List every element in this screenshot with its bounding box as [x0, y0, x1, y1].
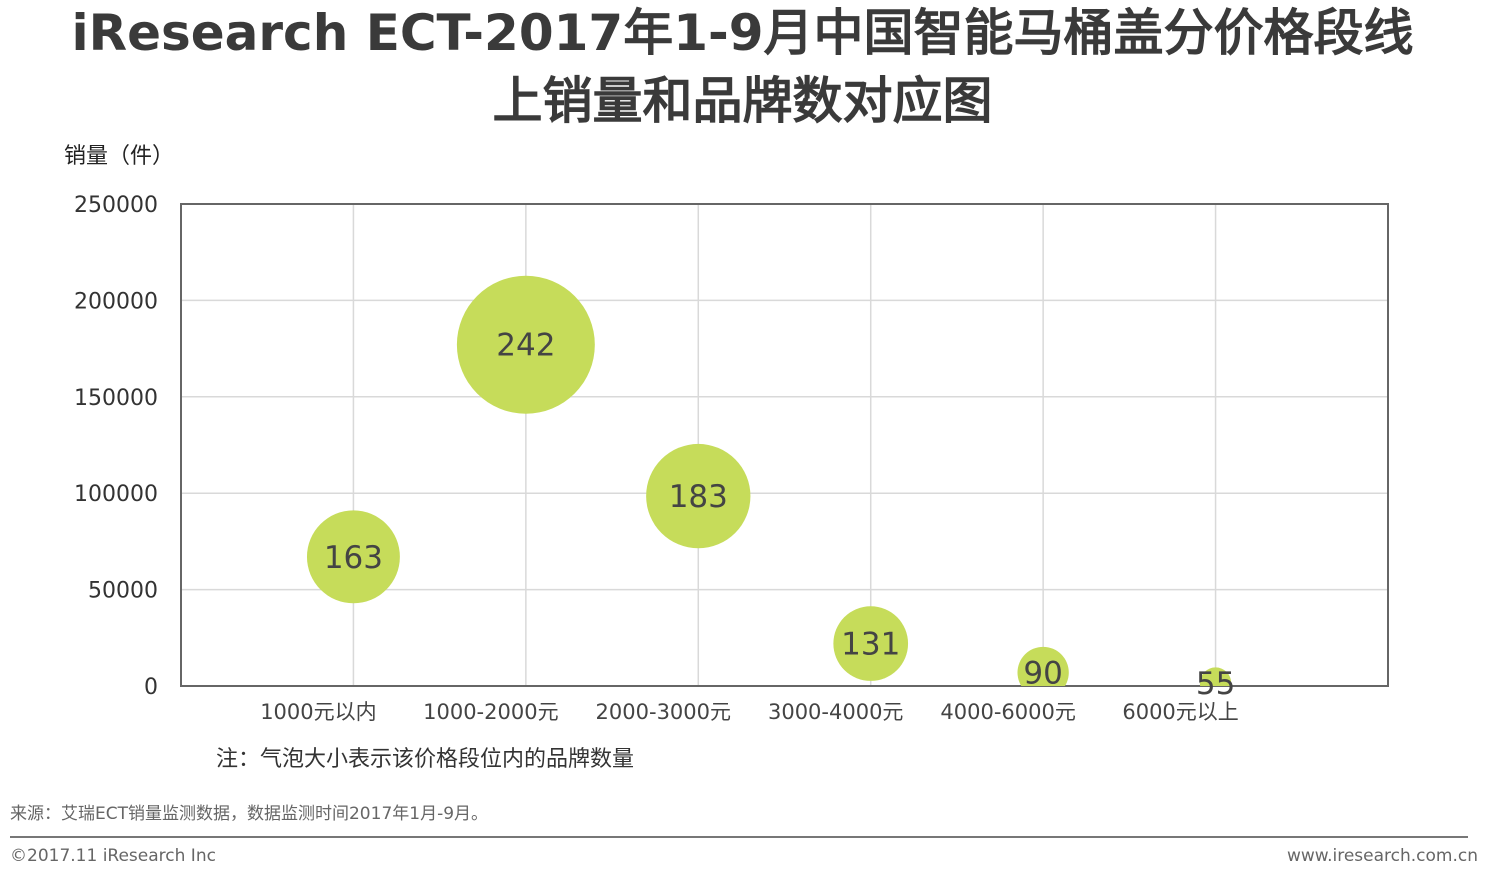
- y-tick-label: 200000: [74, 289, 158, 314]
- plot-frame: [180, 203, 1389, 687]
- x-tick-label: 3000-4000元: [768, 700, 903, 724]
- bubble-label: 55: [1196, 666, 1235, 702]
- x-tick-label: 1000元以内: [260, 700, 376, 724]
- source-note: 来源：艾瑞ECT销量监测数据，数据监测时间2017年1月-9月。: [10, 804, 489, 824]
- website: www.iresearch.com.cn: [1286, 846, 1478, 866]
- bubble: [456, 275, 595, 414]
- footer-divider: [10, 836, 1468, 838]
- bubble: [306, 510, 400, 604]
- x-tick-label: 1000-2000元: [423, 700, 558, 724]
- bubble: [646, 443, 751, 549]
- x-tick-label: 4000-6000元: [940, 700, 1075, 724]
- bubble-label: 131: [841, 627, 900, 663]
- copyright: ©2017.11 iResearch Inc: [10, 846, 216, 866]
- y-axis-label: 销量（件）: [64, 144, 175, 169]
- y-tick-label: 50000: [88, 579, 158, 604]
- x-tick-label: 2000-3000元: [596, 700, 731, 724]
- chart-note: 注：气泡大小表示该价格段位内的品牌数量: [216, 747, 635, 772]
- bubble: [833, 606, 909, 681]
- bubble: [1199, 667, 1232, 686]
- y-tick-label: 250000: [74, 193, 158, 218]
- bubble: [1017, 646, 1069, 686]
- x-tick-label: 6000元以上: [1122, 700, 1238, 724]
- y-tick-label: 0: [144, 675, 158, 700]
- y-tick-label: 150000: [74, 386, 158, 411]
- chart-title-line2: 上销量和品牌数对应图: [492, 72, 993, 130]
- bubble-label: 90: [1023, 656, 1062, 692]
- bubble-label: 242: [496, 328, 555, 364]
- chart-title-line1: iResearch ECT-2017年1-9月中国智能马桶盖分价格段线: [71, 4, 1414, 62]
- bubble-label: 183: [669, 479, 728, 515]
- bubble-label: 163: [324, 540, 383, 576]
- y-tick-label: 100000: [74, 482, 158, 507]
